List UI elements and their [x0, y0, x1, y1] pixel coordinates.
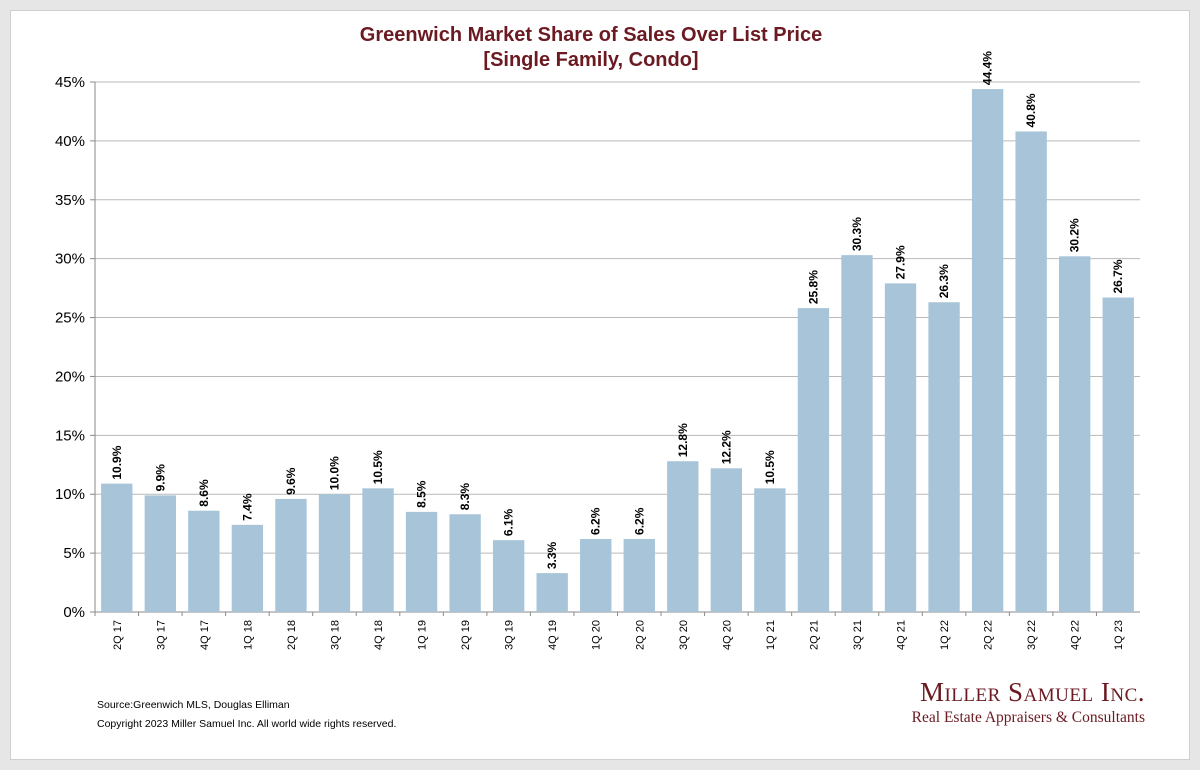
x-tick-label: 4Q 20	[721, 620, 733, 650]
x-tick-label: 1Q 18	[242, 620, 254, 650]
bar	[667, 461, 699, 612]
data-label: 30.2%	[1068, 218, 1082, 252]
x-tick-label: 4Q 17	[199, 620, 211, 650]
gridlines	[95, 81, 1140, 613]
bar	[623, 538, 655, 612]
x-tick-label: 2Q 19	[460, 620, 472, 650]
y-tick-label: 35%	[55, 192, 85, 209]
data-label: 26.3%	[937, 264, 951, 298]
bar	[188, 510, 220, 612]
x-tick-label: 4Q 18	[373, 620, 385, 650]
data-label: 8.3%	[458, 483, 472, 511]
bar	[797, 308, 830, 612]
y-tick-label: 30%	[55, 251, 85, 268]
data-labels: 10.9% 9.9% 8.6% 7.4% 9.6% 10.0% 10.5% 8.5% 8.3% 6…	[110, 51, 1125, 569]
x-tick-label: 4Q 19	[547, 620, 559, 650]
data-label: 8.6%	[197, 479, 211, 507]
data-label: 30.3%	[850, 217, 864, 251]
x-tick-label: 3Q 21	[852, 620, 864, 650]
source-note: Source:Greenwich MLS, Douglas Elliman	[97, 699, 290, 711]
y-tick-label: 10%	[55, 486, 85, 503]
data-label: 9.9%	[153, 464, 167, 492]
bar	[710, 468, 743, 612]
data-label: 10.0%	[327, 456, 341, 490]
bar	[580, 538, 612, 612]
data-label: 6.2%	[589, 507, 603, 535]
x-tick-label: 3Q 22	[1026, 620, 1038, 650]
bar	[1102, 297, 1134, 612]
logo-tagline: Real Estate Appraisers & Consultants	[911, 709, 1145, 726]
y-tick-label: 45%	[55, 74, 85, 91]
bar	[754, 488, 786, 612]
x-tick-label: 2Q 20	[634, 620, 646, 650]
data-label: 10.5%	[763, 450, 777, 484]
data-label: 12.2%	[719, 430, 733, 464]
bar	[884, 283, 917, 612]
bar	[449, 514, 481, 612]
data-label: 9.6%	[284, 467, 298, 495]
data-label: 26.7%	[1111, 259, 1125, 293]
y-axis: 0% 5% 10% 15% 20% 25% 30% 35% 40% 45%	[55, 74, 96, 621]
chart-title: Greenwich Market Share of Sales Over Lis…	[359, 24, 823, 46]
x-tick-label: 3Q 20	[678, 620, 690, 650]
x-tick-label: 1Q 19	[417, 620, 429, 650]
data-label: 12.8%	[676, 423, 690, 457]
bar	[928, 302, 960, 612]
bar	[1059, 256, 1091, 612]
bar	[101, 483, 133, 612]
data-label: 6.2%	[632, 507, 646, 535]
data-label: 10.9%	[110, 445, 124, 479]
bar	[536, 573, 568, 612]
data-label: 3.3%	[545, 541, 559, 569]
bar	[405, 511, 438, 612]
x-tick-label: 2Q 18	[286, 620, 298, 650]
copyright-note: Copyright 2023 Miller Samuel Inc. All wo…	[97, 718, 397, 730]
data-label: 8.5%	[415, 480, 429, 508]
bar	[231, 524, 264, 612]
y-tick-label: 25%	[55, 310, 85, 327]
x-tick-label: 2Q 22	[983, 620, 995, 650]
bar	[362, 488, 394, 612]
bar	[144, 495, 176, 612]
data-label: 7.4%	[240, 493, 254, 521]
y-tick-label: 0%	[63, 604, 85, 621]
bar	[318, 494, 351, 612]
data-label: 6.1%	[502, 508, 516, 536]
data-label: 44.4%	[981, 51, 995, 85]
x-tick-label: 1Q 23	[1113, 620, 1125, 650]
data-label: 10.5%	[371, 450, 385, 484]
bar	[841, 255, 873, 612]
x-tick-label: 2Q 21	[808, 620, 820, 650]
footer: Source:Greenwich MLS, Douglas Elliman Co…	[97, 696, 396, 734]
chart-title-block: Greenwich Market Share of Sales Over Lis…	[11, 23, 1171, 73]
x-tick-label: 3Q 17	[155, 620, 167, 650]
y-tick-label: 5%	[63, 545, 85, 562]
bar	[275, 498, 307, 612]
x-tick-label: 1Q 22	[939, 620, 951, 650]
company-logo: Miller Samuel Inc. Real Estate Appraiser…	[912, 676, 1145, 728]
x-tick-label: 1Q 20	[591, 620, 603, 650]
data-label: 40.8%	[1024, 93, 1038, 127]
x-tick-label: 4Q 22	[1070, 620, 1082, 650]
x-tick-label: 1Q 21	[765, 620, 777, 650]
y-tick-label: 40%	[55, 133, 85, 150]
data-label: 27.9%	[894, 245, 908, 279]
x-tick-label: 2Q 17	[112, 620, 124, 650]
bar	[971, 89, 1004, 613]
x-tick-label: 3Q 19	[504, 620, 516, 650]
chart-subtitle: [Single Family, Condo]	[483, 49, 699, 71]
bar	[492, 540, 525, 612]
x-axis: 2Q 17 3Q 17 4Q 17 1Q 18 2Q 18 3Q 18 4Q 18 1Q 19…	[94, 612, 1125, 650]
x-tick-label: 3Q 18	[329, 620, 341, 650]
bar	[1015, 131, 1047, 612]
bar-chart: 0% 5% 10% 15% 20% 25% 30% 35% 40% 45% 10.9% 9.9% 8.…	[55, 51, 1140, 650]
chart-frame: Greenwich Market Share of Sales Over Lis…	[10, 10, 1190, 760]
data-label: 25.8%	[806, 270, 820, 304]
bars	[101, 89, 1134, 613]
y-tick-label: 20%	[55, 368, 85, 385]
y-tick-label: 15%	[55, 427, 85, 444]
logo-name: Miller Samuel Inc.	[919, 677, 1145, 707]
x-tick-label: 4Q 21	[896, 620, 908, 650]
